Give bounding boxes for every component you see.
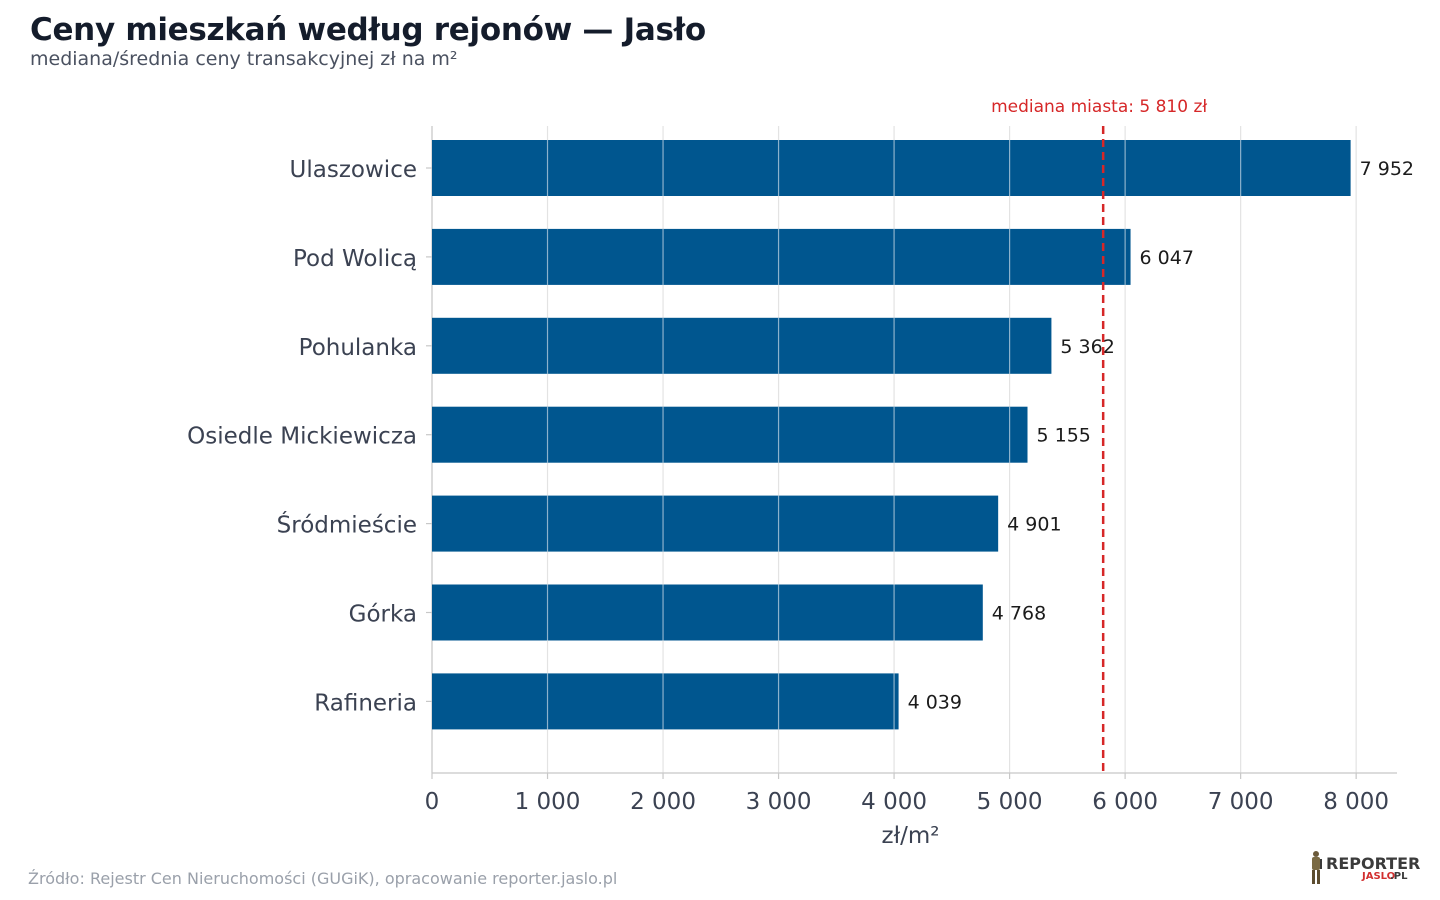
category-label: Ulaszowice	[290, 157, 417, 183]
bar-7	[432, 673, 899, 730]
category-label: Rafineria	[314, 690, 417, 716]
chart-title: Ceny mieszkań według rejonów — Jasło	[30, 12, 706, 48]
category-label: Śródmieście	[277, 511, 417, 539]
bar-1	[432, 140, 1351, 196]
bar-5	[432, 495, 999, 552]
logo-text-reporter: REPORTER	[1326, 854, 1421, 873]
x-tick-label: 7 000	[1208, 789, 1274, 815]
logo-text-pl: .PL	[1390, 871, 1408, 882]
x-tick-label: 1 000	[515, 789, 581, 815]
value-label: 5 155	[1037, 425, 1091, 447]
bar-4	[432, 406, 1028, 463]
value-label: 4 768	[992, 603, 1046, 625]
value-label: 4 039	[908, 691, 962, 713]
category-label: Górka	[349, 602, 417, 628]
value-label: 6 047	[1140, 247, 1194, 269]
x-tick-label: 3 000	[746, 789, 812, 815]
reporter-logo: REPORTER JASLO .PL	[1306, 848, 1421, 890]
x-axis-label: zł/m²	[882, 823, 940, 849]
chart-subtitle: mediana/średnia ceny transakcyjnej zł na…	[30, 48, 458, 70]
x-tick-label: 5 000	[977, 789, 1043, 815]
x-tick-label: 8 000	[1323, 789, 1389, 815]
source-note: Źródło: Rejestr Cen Nieruchomości (GUGiK…	[28, 869, 618, 888]
city-median-label: mediana miasta: 5 810 zł	[991, 97, 1207, 117]
bar-6	[432, 584, 983, 641]
bar-2	[432, 228, 1131, 285]
x-tick-label: 6 000	[1092, 789, 1158, 815]
category-label: Osiedle Mickiewicza	[187, 424, 417, 450]
value-label: 5 362	[1060, 336, 1114, 358]
x-tick-label: 0	[425, 789, 440, 815]
category-label: Pohulanka	[299, 335, 417, 361]
x-tick-label: 2 000	[630, 789, 696, 815]
x-tick-label: 4 000	[861, 789, 927, 815]
logo-text-jaslo: JASLO	[1362, 871, 1396, 882]
value-label: 7 952	[1360, 158, 1414, 180]
category-label: Pod Wolicą	[293, 246, 417, 272]
value-label: 4 901	[1007, 514, 1061, 536]
bar-3	[432, 317, 1052, 374]
soldier-figure-icon	[1312, 851, 1322, 884]
